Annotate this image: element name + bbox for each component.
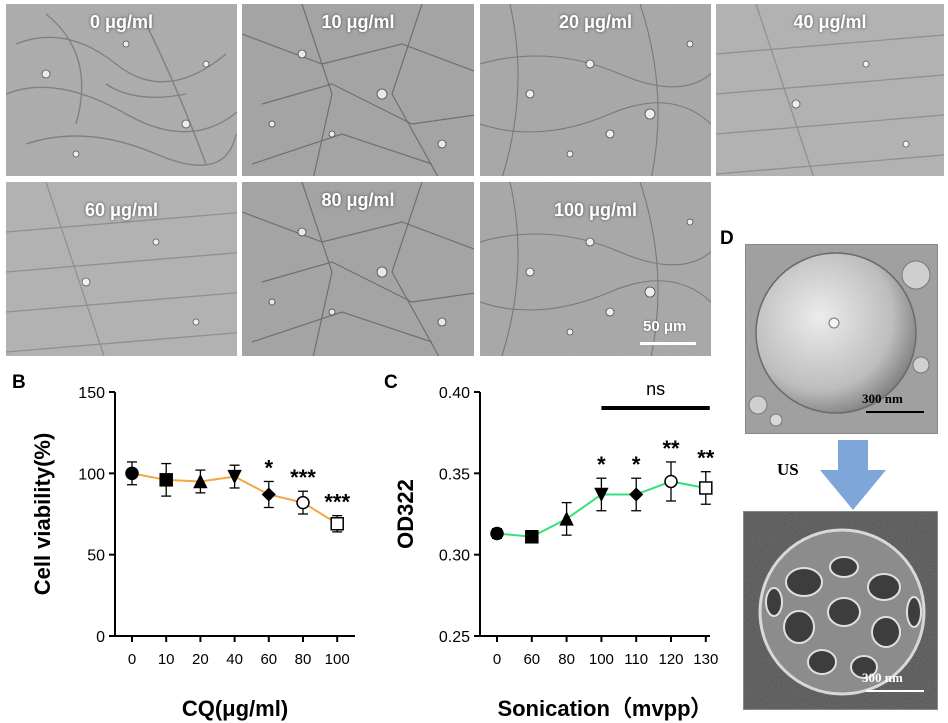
y-tick-label: 0: [96, 629, 105, 646]
y-tick-label: 0.30: [439, 548, 470, 565]
x-tick-label: 0: [128, 651, 136, 668]
micrograph-40: 40 μg/ml: [716, 4, 944, 176]
data-point: [490, 526, 504, 541]
micrograph-80: 80 μg/ml: [242, 182, 474, 356]
x-tick-label: 0: [493, 651, 501, 668]
micrograph-label: 100 μg/ml: [553, 200, 638, 220]
panel-label-c: C: [384, 372, 398, 393]
significance-label: ***: [290, 465, 316, 490]
x-tick-label: 100: [325, 651, 350, 668]
data-point: [629, 487, 644, 502]
x-tick-label: 20: [192, 651, 209, 668]
significance-label: *: [632, 452, 641, 477]
x-tick-label: 80: [295, 651, 312, 668]
y-tick-label: 0.35: [439, 466, 470, 483]
data-point: [594, 487, 609, 503]
significance-label: **: [697, 446, 715, 471]
x-tick-label: 80: [558, 651, 575, 668]
data-point: [159, 473, 173, 487]
data-point: [296, 495, 310, 510]
sem-broken-sphere: [744, 512, 937, 709]
sem-image-intact: 300 nm: [745, 244, 938, 434]
micrograph-label: 0 μg/ml: [89, 12, 154, 32]
micrograph-label: 10 μg/ml: [321, 12, 395, 32]
micrograph-label: 40 μg/ml: [793, 12, 867, 32]
data-point: [699, 481, 713, 495]
y-tick-label: 0.40: [439, 385, 470, 402]
micrograph-100: 100 μg/ml 50 μm: [480, 182, 711, 356]
micrograph-label: 80 μg/ml: [321, 190, 395, 210]
down-arrow-icon: [820, 440, 886, 510]
data-point: [261, 487, 276, 502]
x-tick-label: 120: [658, 651, 683, 668]
data-point: [559, 511, 574, 526]
ultrasound-label: US: [777, 460, 799, 479]
data-point: [330, 517, 344, 531]
significance-label: ***: [324, 490, 350, 515]
micrograph-60: 60 μg/ml: [6, 182, 237, 356]
scale-bar: [640, 342, 696, 345]
y-tick-label: 0.25: [439, 629, 470, 646]
x-tick-label: 130: [693, 651, 718, 668]
data-point: [125, 466, 139, 481]
micrograph-20: 20 μg/ml: [480, 4, 711, 176]
sem-scale-bar: [866, 690, 924, 692]
sem-scale-bar: [866, 411, 924, 413]
y-tick-label: 50: [87, 548, 105, 565]
x-tick-label: 110: [624, 651, 648, 668]
data-point: [525, 530, 539, 544]
sem-scale-label: 300 nm: [862, 670, 903, 685]
y-axis-label: OD322: [393, 479, 418, 549]
micrograph-label: 60 μg/ml: [84, 200, 159, 220]
significance-label: *: [597, 452, 606, 477]
data-point: [664, 474, 678, 489]
data-point: [193, 473, 208, 489]
panel-label-d: D: [720, 228, 734, 249]
sem-scale-label: 300 nm: [862, 391, 903, 406]
x-axis-label: CQ(μg/ml): [182, 696, 288, 721]
x-axis-label: Sonication（mvpp）: [497, 696, 712, 721]
data-point: [227, 469, 242, 485]
x-tick-label: 40: [226, 651, 243, 668]
x-tick-label: 10: [158, 651, 175, 668]
x-tick-label: 60: [523, 651, 540, 668]
micrograph-0: 0 μg/ml: [6, 4, 237, 176]
sem-intact-sphere: [746, 245, 937, 433]
chart-c: 0.250.300.350.400 60 80 100 110 120 130* *** **O…: [393, 379, 718, 721]
ns-label: ns: [646, 379, 665, 399]
y-tick-label: 150: [78, 385, 105, 402]
significance-label: **: [662, 436, 680, 461]
micrograph-label: 20 μg/ml: [558, 12, 633, 32]
x-tick-label: 100: [589, 651, 614, 668]
y-tick-label: 100: [78, 466, 105, 483]
panel-label-b: B: [12, 372, 26, 393]
micrograph-10: 10 μg/ml: [242, 4, 474, 176]
scale-bar-label: 50 μm: [643, 318, 687, 335]
y-axis-label: Cell viability(%): [30, 433, 55, 596]
x-tick-label: 60: [260, 651, 277, 668]
sem-image-broken: 300 nm: [743, 511, 938, 710]
significance-label: *: [265, 455, 274, 480]
